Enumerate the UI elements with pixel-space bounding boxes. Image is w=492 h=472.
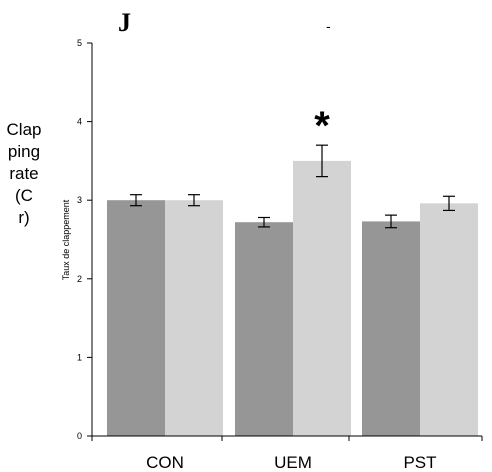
side-label-line: ping — [7, 142, 41, 161]
bar — [235, 222, 293, 436]
y-tick-label: 1 — [77, 352, 82, 362]
bar — [362, 221, 420, 436]
bar — [165, 200, 223, 436]
bar — [293, 160, 351, 436]
y-tick-label: 5 — [77, 38, 82, 48]
side-label-line: rate — [9, 164, 39, 183]
category-label: CON — [146, 453, 184, 472]
y-tick-label: 2 — [77, 274, 82, 284]
side-label: Clap ping rate (C r) — [0, 119, 48, 229]
side-label-line: (C — [15, 186, 33, 205]
y-tick-label: 3 — [77, 195, 82, 205]
category-label: PST — [403, 453, 436, 472]
category-label: UEM — [274, 453, 312, 472]
y-tick-label: 0 — [77, 431, 82, 441]
panel-letter: J — [118, 8, 131, 37]
y-axis-label: Taux de clappement — [61, 199, 71, 280]
dash-mark: - — [326, 18, 331, 34]
significance-marker: * — [314, 104, 330, 148]
y-tick-label: 4 — [77, 117, 82, 127]
bar — [420, 203, 478, 436]
bar — [107, 200, 165, 436]
side-label-line: Clap — [6, 120, 42, 139]
side-label-line: r) — [18, 208, 30, 227]
